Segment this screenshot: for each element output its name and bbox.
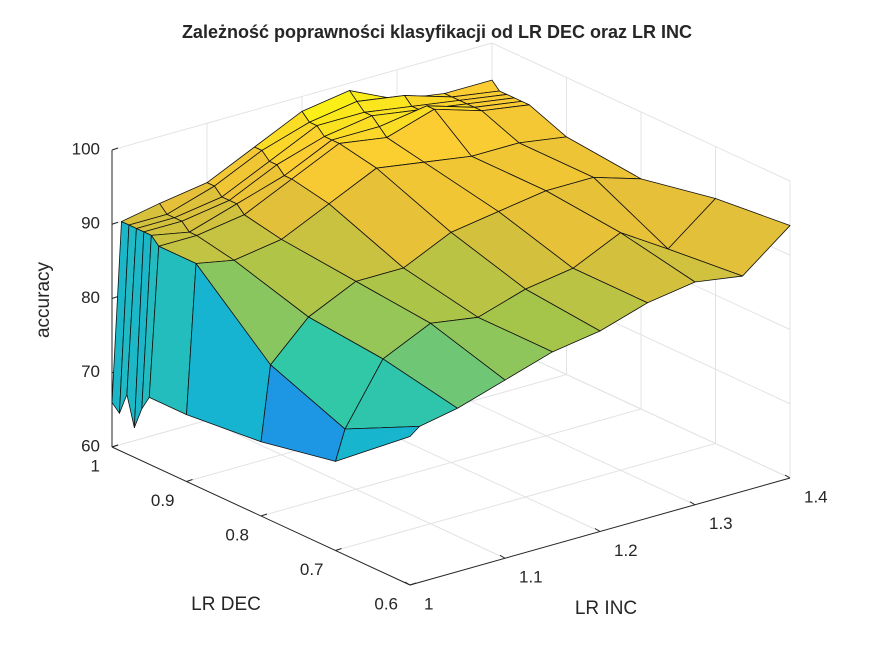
- tick-mark: [689, 501, 696, 506]
- z-tick-label: 70: [81, 362, 100, 381]
- tick-mark: [111, 147, 119, 151]
- grid-line: [260, 408, 642, 517]
- grid-line: [111, 42, 493, 151]
- x-tick-label: 1.1: [519, 568, 543, 587]
- y-tick-label: 0.9: [151, 491, 175, 510]
- y-tick-label: 0.6: [374, 594, 398, 613]
- z-tick-label: 100: [72, 139, 100, 158]
- z-axis-title: accuracy: [33, 261, 54, 338]
- z-tick-label: 90: [81, 214, 100, 233]
- y-tick-label: 0.8: [225, 525, 249, 544]
- tick-mark: [499, 554, 506, 559]
- tick-mark: [186, 479, 193, 482]
- x-axis-title: LR INC: [575, 598, 637, 619]
- tick-mark: [784, 474, 791, 479]
- grid-line: [491, 42, 791, 182]
- tick-mark: [404, 581, 411, 586]
- y-axis-title: LR DEC: [191, 594, 261, 615]
- z-tick-label: 60: [81, 436, 100, 455]
- tick-mark: [111, 444, 119, 448]
- z-tick-label: 80: [81, 288, 100, 307]
- tick-mark: [594, 528, 601, 532]
- tick-mark: [335, 548, 342, 551]
- x-tick-label: 1.2: [614, 541, 638, 560]
- tick-mark: [111, 221, 119, 225]
- chart-title: Zależność poprawności klasyfikacji od LR…: [182, 22, 692, 42]
- surface-face: [335, 425, 420, 462]
- grid-line: [491, 339, 791, 479]
- tick-mark: [260, 513, 268, 517]
- y-tick-label: 0.7: [300, 560, 324, 579]
- grid-line: [335, 443, 716, 551]
- y-tick-label: 1: [91, 456, 100, 475]
- x-tick-label: 1.4: [804, 487, 828, 506]
- tick-mark: [111, 296, 119, 299]
- tick-mark: [409, 582, 417, 586]
- x-tick-label: 1: [424, 594, 433, 613]
- x-tick-label: 1.3: [709, 514, 733, 533]
